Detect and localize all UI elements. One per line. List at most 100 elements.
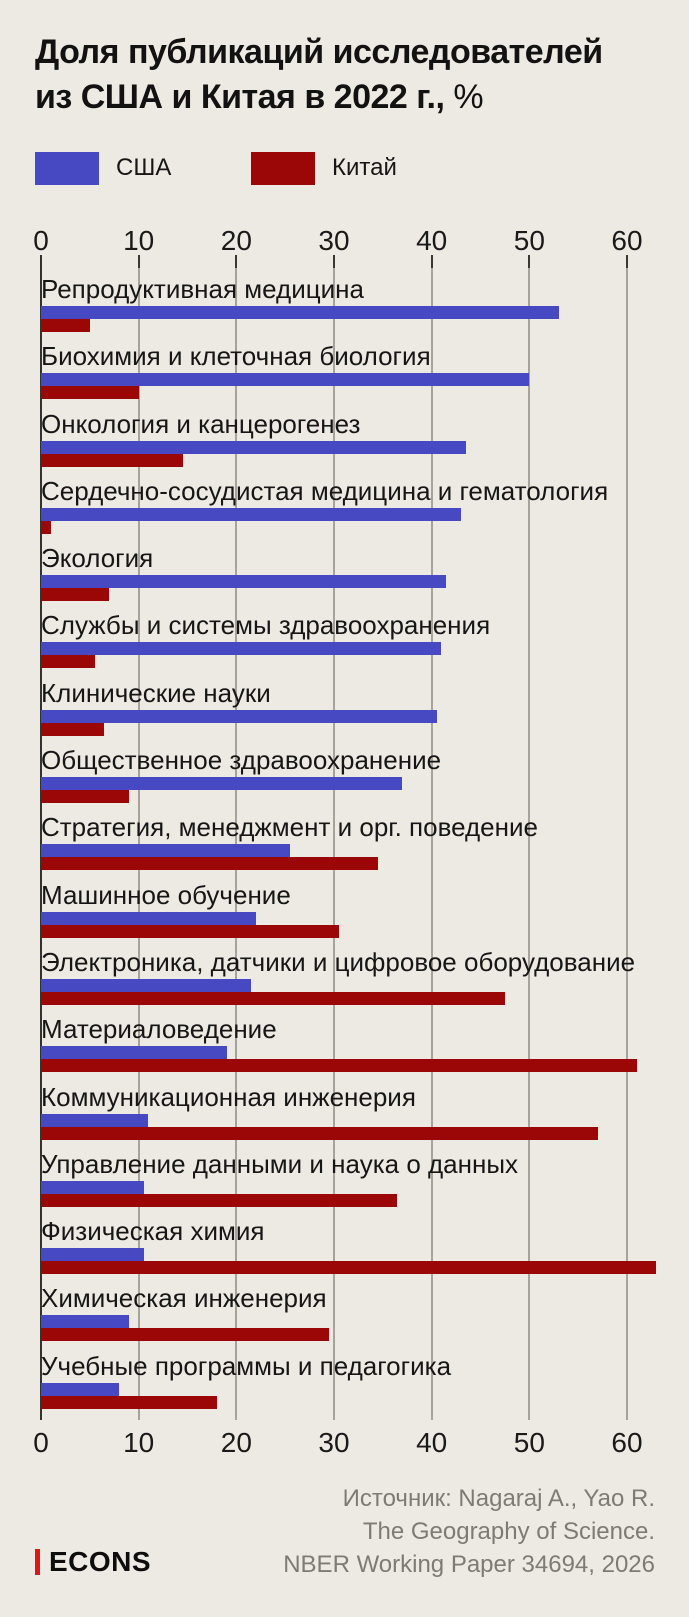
category-row: Электроника, датчики и цифровое оборудов… [41,941,636,1008]
category-label: Клинические науки [41,677,271,708]
china-bar [41,453,183,467]
china-bar [41,857,378,871]
china-bar [41,655,95,669]
usa-bar [41,709,437,723]
category-row: Экология [41,537,627,604]
logo-accent-bar [35,1549,40,1575]
china-bar [41,1059,637,1073]
x-tick-label-bottom: 20 [220,1427,252,1458]
category-row: Общественное здравоохранение [41,739,627,806]
category-label: Биохимия и клеточная биология [41,341,431,372]
china-bar [41,991,505,1005]
source-line1: Источник: Nagaraj A., Yao R. [342,1485,655,1512]
gridline [333,268,335,1420]
category-label: Экология [41,543,154,574]
china-bar [41,1126,598,1140]
x-tick-label-bottom: 10 [123,1427,155,1458]
chart-title-unit: % [444,78,484,116]
category-label: Электроника, датчики и цифровое оборудов… [41,946,636,977]
x-tick-mark [333,255,335,268]
usa-bar [41,978,251,992]
category-label: Учебные программы и педагогика [41,1350,452,1381]
usa-bar [41,911,256,925]
china-swatch [251,151,315,185]
china-legend-label: Китай [332,154,397,181]
category-row: Химическая инженерия [41,1277,627,1344]
usa-bar [41,373,530,387]
legend-item-china: Китай [251,151,397,185]
category-label: Физическая химия [41,1216,265,1247]
x-tick-label-top: 20 [220,225,252,256]
usa-bar [41,1046,227,1060]
gridline [235,268,238,1420]
category-row: Биохимия и клеточная биология [41,335,627,402]
category-row: Репродуктивная медицина [41,268,627,335]
china-bar [41,1395,217,1409]
chart-title-line1: Доля публикаций исследователей [35,33,603,71]
x-tick-label-top: 30 [318,225,350,256]
x-tick-label-top: 0 [33,225,49,256]
legend: США Китай [35,151,655,185]
source-line3: NBER Working Paper 34694, 2026 [283,1551,655,1578]
gridline [430,268,433,1420]
usa-bar [41,844,291,858]
usa-bar [41,1113,149,1127]
chart-title: Доля публикаций исследователей из США и … [35,30,603,120]
x-tick-mark [235,255,238,268]
chart-title-line2: из США и Китая в 2022 г., % [35,78,484,116]
china-bar [41,1193,398,1207]
category-row: Клинические науки [41,672,627,739]
china-bar [41,790,129,804]
bar-groups: Репродуктивная медицина Биохимия и клеточ… [41,268,657,1412]
x-tick-mark [430,255,433,268]
category-row: Управление данными и наука о данных [41,1143,627,1210]
category-label: Стратегия, менеджмент и орг. поведение [41,812,538,843]
china-bar [41,319,90,332]
usa-bar [41,1315,129,1329]
category-label: Службы и системы здравоохранения [41,610,491,641]
usa-bar [41,507,461,521]
china-bar [41,1328,330,1342]
x-tick-label-top: 40 [416,225,448,256]
category-row: Машинное обучение [41,874,627,941]
china-bar [41,1261,657,1275]
category-row: Коммуникационная инженерия [41,1076,627,1143]
legend-item-usa: США [35,151,171,185]
china-bar [41,722,105,736]
usa-bar [41,440,466,454]
source-line2: The Geography of Science. [362,1518,655,1545]
econs-logo: ECONS [35,1546,151,1578]
source-note: Источник: Nagaraj A., Yao R. The Geograp… [283,1482,655,1581]
china-bar [41,386,139,400]
x-tick-label-bottom: 50 [513,1427,545,1458]
x-tick-label-bottom: 60 [611,1427,643,1458]
x-tick-mark [626,255,628,268]
x-tick-mark [528,255,531,268]
x-tick-label-bottom: 40 [416,1427,448,1458]
category-row: Материаловедение [41,1008,637,1075]
x-tick-mark [137,255,140,268]
category-label: Репродуктивная медицина [41,274,364,304]
category-row: Сердечно-сосудистая медицина и гематолог… [41,470,627,537]
x-tick-label-bottom: 0 [33,1427,49,1458]
category-row: Службы и системы здравоохранения [41,604,627,671]
gridline [528,268,531,1420]
usa-bar [41,777,403,791]
plot-area: 0 10 20 30 40 50 60 Репродуктивная медицина Био… [33,0,657,1617]
logo-text: ECONS [49,1546,152,1577]
usa-bar [41,1180,144,1194]
x-tick-label-top: 50 [513,225,545,256]
category-row: Физическая химия [41,1210,657,1277]
usa-bar [41,1382,120,1396]
category-label: Онкология и канцерогенез [41,408,361,439]
category-row: Стратегия, менеджмент и орг. поведение [41,806,627,873]
china-bar [41,588,110,602]
category-label: Машинное обучение [41,879,291,910]
category-label: Химическая инженерия [41,1283,327,1314]
usa-bar [41,306,559,319]
usa-bar [41,642,442,656]
usa-bar [41,575,447,589]
category-row: Учебные программы и педагогика [41,1345,627,1412]
china-bar [41,520,51,534]
